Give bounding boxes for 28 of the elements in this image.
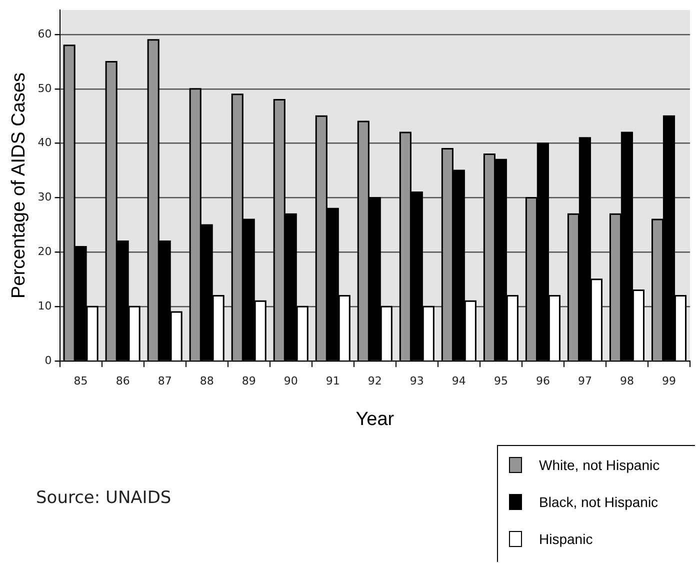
x-tick-label: 98 — [620, 374, 634, 388]
x-tick-label: 93 — [410, 374, 424, 388]
legend-label: Hispanic — [539, 530, 593, 546]
x-tick-label: 95 — [494, 374, 508, 388]
x-tick-label: 87 — [158, 374, 172, 388]
x-tick-label: 97 — [578, 374, 592, 388]
x-tick-label: 99 — [662, 374, 676, 388]
x-tick-label: 96 — [536, 374, 550, 388]
x-tick-label: 86 — [116, 374, 130, 388]
x-tick-label: 89 — [242, 374, 256, 388]
x-tick-label: 94 — [452, 374, 466, 388]
y-tick-label: 60 — [38, 27, 52, 40]
x-tick-label: 85 — [74, 374, 88, 388]
y-tick-label: 20 — [38, 245, 52, 258]
x-tick-label: 91 — [326, 374, 340, 388]
y-tick-label: 50 — [38, 82, 52, 95]
x-tick-label: 92 — [368, 374, 382, 388]
y-tick-label: 10 — [38, 299, 52, 312]
x-tick-label: 90 — [284, 374, 298, 388]
y-tick-label: 30 — [38, 190, 52, 204]
y-tick-label: 0 — [44, 354, 52, 367]
legend-label: Black, not Hispanic — [539, 494, 658, 510]
legend-label: White, not Hispanic — [539, 456, 660, 472]
x-axis-title: Year — [356, 408, 395, 430]
x-tick-label: 88 — [200, 374, 214, 388]
y-tick-label: 40 — [38, 136, 52, 150]
y-axis-title: Percentage of AIDS Cases — [8, 72, 30, 299]
source-note: Source: UNAIDS — [36, 488, 172, 508]
